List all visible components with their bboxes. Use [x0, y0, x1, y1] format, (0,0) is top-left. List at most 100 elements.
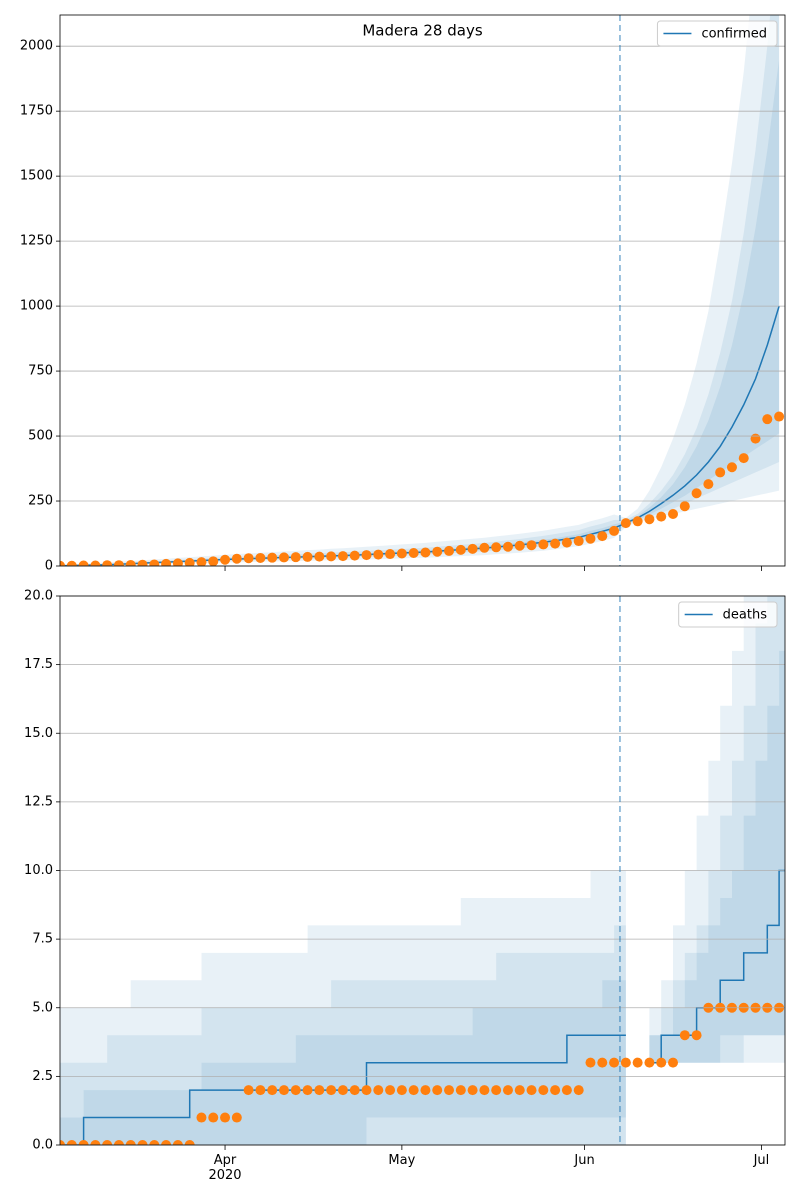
observed-point — [432, 546, 443, 557]
y-tick-label: 2000 — [20, 39, 53, 54]
observed-point — [161, 558, 172, 566]
observed-point — [373, 1085, 384, 1096]
x-tick-label: May — [388, 1153, 416, 1168]
observed-point — [620, 1057, 631, 1068]
observed-point — [455, 1085, 466, 1096]
observed-point — [66, 1140, 77, 1145]
observed-point — [60, 560, 65, 566]
observed-point — [656, 1057, 667, 1068]
observed-point — [774, 411, 785, 422]
observed-point — [149, 1140, 160, 1145]
observed-point — [750, 433, 761, 444]
observed-point — [137, 1140, 148, 1145]
observed-point — [220, 554, 231, 565]
observed-point — [373, 549, 384, 560]
observed-point — [255, 1085, 266, 1096]
observed-point — [609, 525, 620, 536]
observed-point — [632, 516, 643, 527]
observed-point — [220, 1112, 231, 1123]
observed-point — [502, 1085, 513, 1096]
observed-point — [573, 1085, 584, 1096]
observed-point — [396, 548, 407, 559]
y-tick-label: 7.5 — [32, 932, 53, 947]
observed-point — [243, 553, 254, 564]
forecast-band — [60, 650, 785, 1145]
observed-point — [102, 1140, 113, 1145]
observed-point — [290, 1085, 301, 1096]
forecast-band — [60, 59, 780, 566]
observed-point — [656, 511, 667, 522]
observed-point — [573, 536, 584, 547]
observed-point — [703, 479, 714, 490]
observed-point — [137, 559, 148, 566]
y-tick-label: 15.0 — [24, 726, 53, 741]
observed-point — [408, 1085, 419, 1096]
observed-point — [172, 1140, 183, 1145]
plot-area — [60, 15, 785, 566]
observed-point — [113, 560, 124, 566]
x-tick-label: Apr 2020 — [208, 1153, 242, 1183]
observed-point — [302, 551, 313, 562]
observed-point — [290, 552, 301, 563]
observed-point — [455, 544, 466, 555]
chart-title: Madera 28 days — [362, 22, 482, 40]
observed-point — [420, 1085, 431, 1096]
observed-point — [420, 547, 431, 558]
y-tick-label: 10.0 — [24, 863, 53, 878]
observed-point — [385, 549, 396, 560]
observed-point — [337, 1085, 348, 1096]
observed-point — [90, 1140, 101, 1145]
axes-frame — [59, 14, 786, 567]
observed-point — [385, 1085, 396, 1096]
observed-point — [113, 1140, 124, 1145]
observed-point — [679, 501, 690, 512]
forecast-band — [60, 15, 780, 566]
observed-point — [326, 551, 337, 562]
observed-point — [432, 1085, 443, 1096]
observed-point — [691, 1030, 702, 1041]
observed-point — [302, 1085, 313, 1096]
observed-point — [467, 543, 478, 554]
observed-point — [196, 1112, 207, 1123]
observed-point — [349, 1085, 360, 1096]
observed-point — [231, 553, 242, 564]
observed-point — [491, 542, 502, 553]
observed-point — [444, 545, 455, 556]
observed-point — [479, 1085, 490, 1096]
observed-point — [66, 560, 77, 566]
observed-point — [125, 559, 136, 566]
legend-box — [678, 601, 778, 628]
observed-point — [149, 559, 160, 566]
y-tick-label: 500 — [28, 429, 53, 444]
observed-point — [632, 1057, 643, 1068]
legend-box — [656, 20, 778, 47]
observed-point — [597, 531, 608, 542]
y-tick-label: 0.0 — [32, 1138, 53, 1153]
observed-point — [408, 548, 419, 559]
observed-point — [715, 467, 726, 478]
observed-point — [208, 1112, 219, 1123]
observed-point — [597, 1057, 608, 1068]
observed-point — [361, 1085, 372, 1096]
observed-point — [161, 1140, 172, 1145]
legend-label: confirmed — [701, 27, 767, 42]
observed-point — [609, 1057, 620, 1068]
observed-point — [278, 1085, 289, 1096]
observed-point — [208, 556, 219, 566]
y-tick-label: 12.5 — [24, 794, 53, 809]
observed-point — [550, 1085, 561, 1096]
observed-point — [514, 540, 525, 551]
observed-point — [491, 1085, 502, 1096]
observed-point — [361, 550, 372, 561]
observed-point — [526, 1085, 537, 1096]
y-tick-label: 750 — [28, 364, 53, 379]
legend-label: deaths — [723, 608, 768, 623]
observed-point — [585, 533, 596, 544]
observed-point — [538, 1085, 549, 1096]
axes-frame — [59, 595, 786, 1146]
observed-point — [585, 1057, 596, 1068]
y-tick-label: 1500 — [20, 169, 53, 184]
observed-point — [738, 453, 749, 464]
observed-point — [620, 518, 631, 529]
